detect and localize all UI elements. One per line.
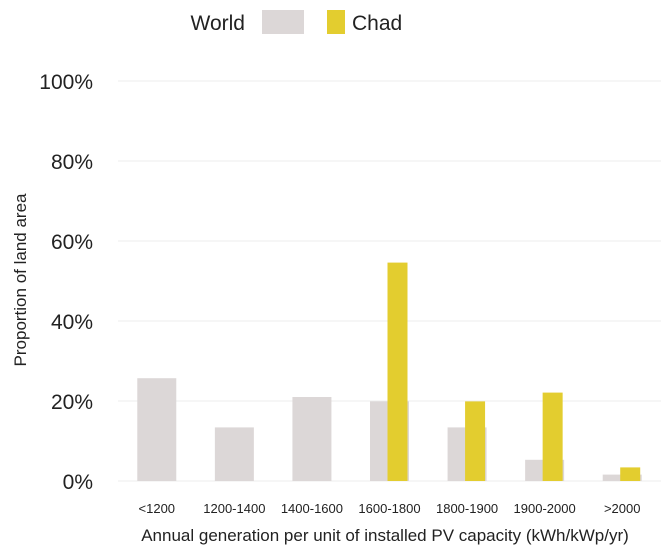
x-axis-title: Annual generation per unit of installed … (141, 526, 629, 545)
bar-chad (620, 467, 641, 481)
y-tick-label: 40% (51, 311, 93, 334)
bar-world (137, 378, 177, 481)
x-tick-label: 1400-1600 (281, 501, 343, 516)
y-axis-ticks: 0% 20% 40% 60% 80% 100% (39, 71, 93, 494)
series-chad-bars (387, 262, 641, 481)
x-tick-label: 1800-1900 (436, 501, 498, 516)
x-tick-label: 1600-1800 (358, 501, 420, 516)
legend-swatch-world (262, 10, 304, 34)
legend: World Chad (191, 10, 402, 35)
y-tick-label: 80% (51, 151, 93, 174)
y-tick-label: 0% (63, 471, 93, 494)
bar-world (292, 397, 332, 481)
bar-chad (387, 262, 408, 481)
x-tick-label: 1200-1400 (203, 501, 265, 516)
x-tick-label: >2000 (604, 501, 641, 516)
x-axis-ticks: <1200 1200-1400 1400-1600 1600-1800 1800-190… (139, 501, 641, 516)
legend-swatch-chad (327, 10, 345, 34)
legend-label-world: World (191, 12, 245, 35)
bar-chad (542, 392, 563, 481)
y-axis-title: Proportion of land area (11, 193, 30, 366)
x-tick-label: 1900-2000 (514, 501, 576, 516)
legend-label-chad: Chad (352, 12, 402, 35)
x-tick-label: <1200 (139, 501, 176, 516)
y-tick-label: 60% (51, 231, 93, 254)
bar-world (214, 427, 254, 481)
bar-chad (465, 401, 486, 481)
y-tick-label: 100% (39, 71, 93, 94)
y-tick-label: 20% (51, 391, 93, 414)
